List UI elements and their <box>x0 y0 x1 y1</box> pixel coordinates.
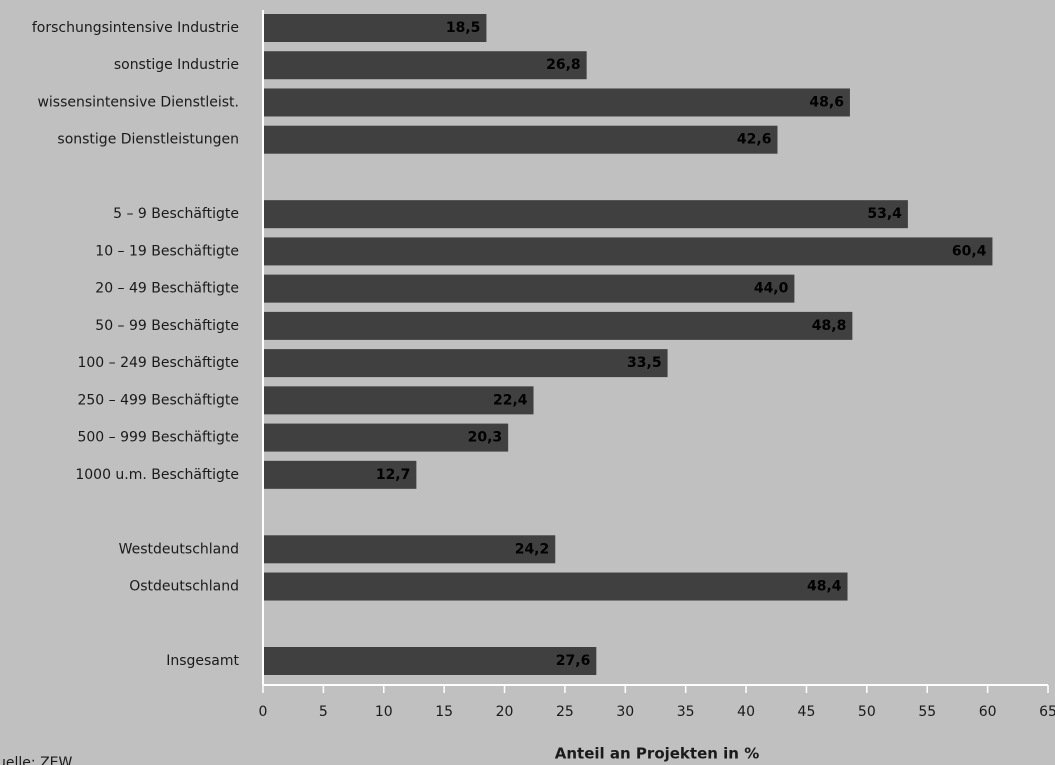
bar <box>263 311 853 340</box>
y-tick-label: 100 – 249 Beschäftigte <box>77 355 239 371</box>
bar <box>263 349 668 378</box>
bar <box>263 423 509 452</box>
x-tick-label: 50 <box>858 704 876 720</box>
bar <box>263 647 597 675</box>
y-tick-label: Westdeutschland <box>119 541 239 557</box>
y-tick-label: sonstige Industrie <box>114 57 239 73</box>
x-tick-label: 15 <box>435 704 453 720</box>
x-tick-label: 30 <box>616 704 634 720</box>
bar <box>263 125 778 154</box>
source: Quelle: ZEW <box>0 755 73 765</box>
y-tick-label: 10 – 19 Beschäftigte <box>95 243 239 259</box>
x-tick-label: 10 <box>375 704 393 720</box>
value-label: 48,4 <box>807 579 842 595</box>
value-label: 22,4 <box>493 392 528 408</box>
y-tick-label: 50 – 99 Beschäftigte <box>95 318 239 334</box>
y-tick-label: 250 – 499 Beschäftigte <box>77 392 239 408</box>
bar <box>263 460 417 489</box>
bar <box>263 535 556 564</box>
bar <box>263 88 850 117</box>
y-tick-label: 5 – 9 Beschäftigte <box>113 206 239 222</box>
value-label: 42,6 <box>737 132 772 148</box>
value-label: 60,4 <box>952 243 987 259</box>
x-tick-label: 25 <box>556 704 574 720</box>
value-label: 33,5 <box>627 355 662 371</box>
value-label: 44,0 <box>754 281 789 297</box>
bar <box>263 51 587 80</box>
value-label: 27,6 <box>556 653 591 669</box>
x-tick-label: 55 <box>918 704 936 720</box>
value-label: 48,8 <box>812 318 847 334</box>
y-tick-label: 20 – 49 Beschäftigte <box>95 281 239 297</box>
value-label: 53,4 <box>867 206 902 222</box>
x-tick-label: 5 <box>319 704 328 720</box>
x-tick-label: 65 <box>1039 704 1055 720</box>
y-tick-label: Ostdeutschland <box>129 579 239 595</box>
x-tick-label: 60 <box>979 704 997 720</box>
bar <box>263 237 993 266</box>
y-tick-label: wissensintensive Dienstleist. <box>37 94 239 110</box>
bar <box>263 386 534 415</box>
y-tick-label: Insgesamt <box>166 653 239 669</box>
x-tick-label: 40 <box>737 704 755 720</box>
y-tick-label: 1000 u.m. Beschäftigte <box>75 467 239 483</box>
y-tick-label: 500 – 999 Beschäftigte <box>77 430 239 446</box>
bar <box>263 14 487 42</box>
x-tick-label: 0 <box>259 704 268 720</box>
y-tick-label: forschungsintensive Industrie <box>32 20 239 36</box>
value-label: 24,2 <box>515 541 550 557</box>
value-label: 26,8 <box>546 57 581 73</box>
bar <box>263 572 848 601</box>
value-label: 18,5 <box>446 20 481 36</box>
x-tick-label: 35 <box>677 704 695 720</box>
x-tick-label: 45 <box>798 704 816 720</box>
value-label: 12,7 <box>376 467 411 483</box>
x-tick-label: 20 <box>496 704 514 720</box>
value-label: 48,6 <box>809 94 844 110</box>
bar <box>263 200 908 229</box>
x-axis-title: Anteil an Projekten in % <box>555 745 759 763</box>
value-label: 20,3 <box>468 430 503 446</box>
y-tick-label: sonstige Dienstleistungen <box>57 132 239 148</box>
bar <box>263 274 795 303</box>
